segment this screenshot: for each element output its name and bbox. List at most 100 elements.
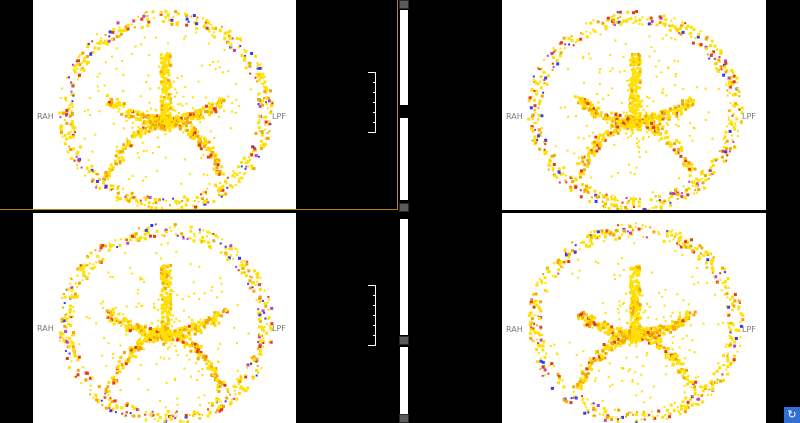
activation-voxel [222,99,226,103]
activation-voxel [116,366,120,370]
activation-voxel [650,46,653,49]
scrollbar-handle-top[interactable] [399,0,409,9]
scrollbar-handle-bottom[interactable] [399,203,409,212]
activation-voxel [73,92,76,95]
activation-voxel [247,282,250,285]
activation-voxel [166,108,169,111]
viewport-bottom-right[interactable]: RAH LPF [412,213,800,423]
activation-voxel [697,254,700,257]
activation-voxel [64,349,67,352]
activation-voxel [205,321,209,325]
activation-voxel [115,35,119,39]
activation-voxel [171,332,175,336]
activation-voxel [113,103,117,107]
activation-voxel [258,335,261,339]
activation-voxel [604,235,607,239]
brain-slice-image[interactable] [33,213,296,423]
activation-voxel [696,35,700,39]
viewport-top-left[interactable]: RAH LPF [0,0,398,210]
activation-voxel [657,342,661,346]
activation-voxel [157,298,160,301]
activation-voxel [590,147,594,151]
activation-voxel [624,122,628,126]
activation-voxel [177,103,180,106]
activation-voxel [658,346,662,350]
activation-voxel [83,137,86,140]
activation-voxel [193,322,196,325]
activation-voxel [687,375,690,377]
activation-voxel [689,247,692,250]
activation-voxel [261,72,265,76]
activation-voxel [203,199,206,202]
activation-voxel [664,413,667,416]
activation-voxel [534,141,538,145]
activation-voxel [164,77,168,80]
activation-voxel [732,308,734,311]
activation-voxel [221,310,225,314]
activation-voxel [222,172,225,176]
activation-voxel [567,68,569,70]
activation-voxel [638,80,642,84]
slice-scrollbar-bottom[interactable] [398,213,412,423]
activation-voxel [219,182,222,184]
activation-voxel [631,339,635,343]
activation-voxel [601,200,604,203]
activation-voxel [98,260,102,264]
activation-voxel [562,385,566,389]
activation-voxel [609,131,613,135]
activation-voxel [544,76,548,80]
activation-voxel [115,105,119,109]
activation-voxel [659,324,662,328]
activation-voxel [258,339,262,343]
brain-slice-image[interactable] [502,213,766,423]
activation-voxel [737,308,740,311]
activation-voxel [122,104,125,108]
viewport-top-right[interactable]: RAH LPF [412,0,800,210]
activation-voxel [651,112,653,115]
activation-voxel [598,192,601,194]
activation-voxel [271,102,274,105]
brain-slice-image[interactable] [33,0,296,210]
activation-voxel [559,41,563,45]
activation-voxel [165,381,168,384]
activation-voxel [103,336,106,339]
scrollbar-handle-top[interactable] [399,336,409,345]
activation-voxel [259,139,263,143]
activation-voxel [157,308,160,311]
activation-voxel [229,45,233,49]
activation-voxel [629,290,633,294]
activation-voxel [131,327,135,331]
activation-voxel [678,320,681,323]
activation-voxel [243,56,247,60]
activation-voxel [602,240,605,243]
activation-voxel [544,150,548,154]
activation-voxel [243,48,245,51]
activation-voxel [631,380,634,383]
slice-scrollbar-top[interactable] [398,0,412,219]
activation-voxel [642,116,646,120]
activation-voxel [71,345,75,349]
activation-voxel [155,363,158,366]
viewport-bottom-left[interactable]: RAH LPF [0,213,398,423]
activation-voxel [178,327,181,330]
activation-voxel [147,339,151,343]
activation-voxel [257,74,260,78]
activation-voxel [694,380,698,384]
activation-voxel [737,305,741,309]
activation-voxel [603,320,607,324]
activation-voxel [650,410,653,413]
activation-voxel [107,342,110,345]
activation-voxel [705,261,708,265]
brain-slice-image[interactable] [502,0,766,210]
activation-voxel [182,237,185,240]
scrollbar-handle-bottom[interactable] [399,414,409,423]
activation-voxel [223,36,226,39]
activation-voxel [606,133,610,137]
activation-voxel [638,330,642,333]
activation-voxel [229,247,233,251]
activation-voxel [217,172,221,176]
activation-voxel [694,37,697,40]
activation-voxel [116,187,120,190]
activation-voxel [671,229,674,232]
activation-voxel [741,313,745,317]
